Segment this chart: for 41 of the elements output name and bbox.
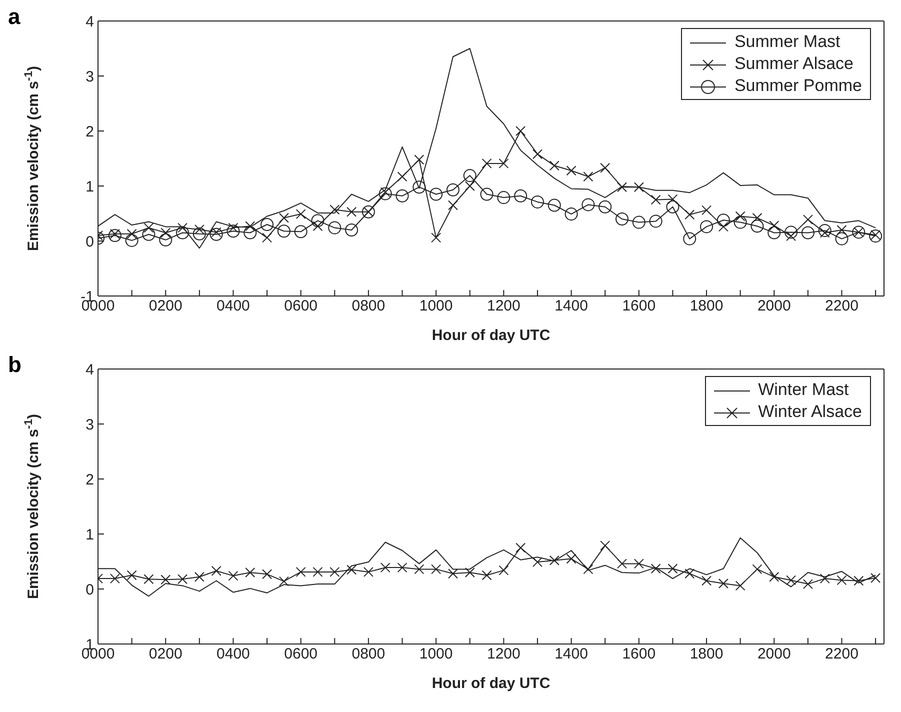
y-tick-label: 2: [86, 123, 94, 140]
x-axis-title: Hour of day UTC: [432, 327, 550, 344]
legend-label: Summer Pomme: [733, 75, 862, 97]
y-tick-label: 1: [86, 526, 94, 544]
y-tick-label: 0: [86, 233, 94, 250]
x-tick-label: 0200: [148, 298, 182, 315]
x-tick-label: 1600: [622, 298, 656, 315]
legend-label: Summer Alsace: [733, 53, 855, 75]
legend-label: Winter Alsace: [757, 401, 862, 423]
y-tick-label: 3: [86, 68, 94, 86]
x-tick-label: 2000: [757, 298, 791, 315]
x-tick-label: 1800: [690, 646, 724, 663]
y-tick-label: 4: [86, 13, 94, 30]
y-tick-label: 0: [86, 581, 94, 598]
chart-title: b: [8, 352, 22, 378]
x-tick-label: 0800: [352, 646, 386, 663]
y-tick-label: 4: [86, 361, 94, 378]
x-tick-label: 1400: [554, 298, 588, 315]
x-axis-title: Hour of day UTC: [432, 675, 550, 692]
x-tick-label: 0200: [148, 646, 182, 663]
legend-label: Summer Mast: [733, 31, 842, 53]
x-tick-label: 1000: [419, 646, 453, 663]
x-tick-label: 1200: [486, 298, 520, 315]
x-tick-label: 1400: [554, 646, 588, 663]
y-tick-label: 3: [86, 416, 94, 434]
y-tick-label: 2: [86, 471, 94, 488]
legend-label: Winter Mast: [757, 379, 850, 401]
x-tick-label: 2000: [757, 646, 791, 663]
x-tick-label: 0400: [216, 646, 250, 663]
x-tick-label: 0800: [352, 298, 386, 315]
x-tick-label: 1000: [419, 298, 453, 315]
x-tick-label: 1200: [486, 646, 520, 663]
x-tick-label: 1600: [622, 646, 656, 663]
x-tick-label: 2200: [825, 298, 858, 315]
x-tick-label: 0400: [216, 298, 250, 315]
x-tick-label: 0600: [284, 298, 318, 315]
x-tick-label: 1800: [690, 298, 724, 315]
chart-title: a: [8, 4, 20, 30]
y-tick-label: 1: [86, 178, 94, 196]
x-tick-label: 0600: [284, 646, 318, 663]
x-tick-label: 2200: [825, 646, 858, 663]
